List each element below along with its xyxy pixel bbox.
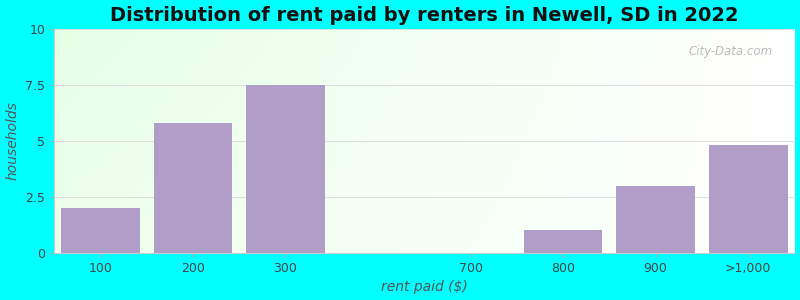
- Bar: [616, 186, 695, 253]
- Y-axis label: households: households: [6, 101, 19, 180]
- X-axis label: rent paid ($): rent paid ($): [381, 280, 468, 294]
- Text: City-Data.com: City-Data.com: [688, 45, 772, 58]
- Bar: [154, 123, 232, 253]
- Bar: [246, 85, 325, 253]
- Title: Distribution of rent paid by renters in Newell, SD in 2022: Distribution of rent paid by renters in …: [110, 6, 738, 25]
- Bar: [524, 230, 602, 253]
- Bar: [709, 146, 787, 253]
- Bar: [61, 208, 140, 253]
